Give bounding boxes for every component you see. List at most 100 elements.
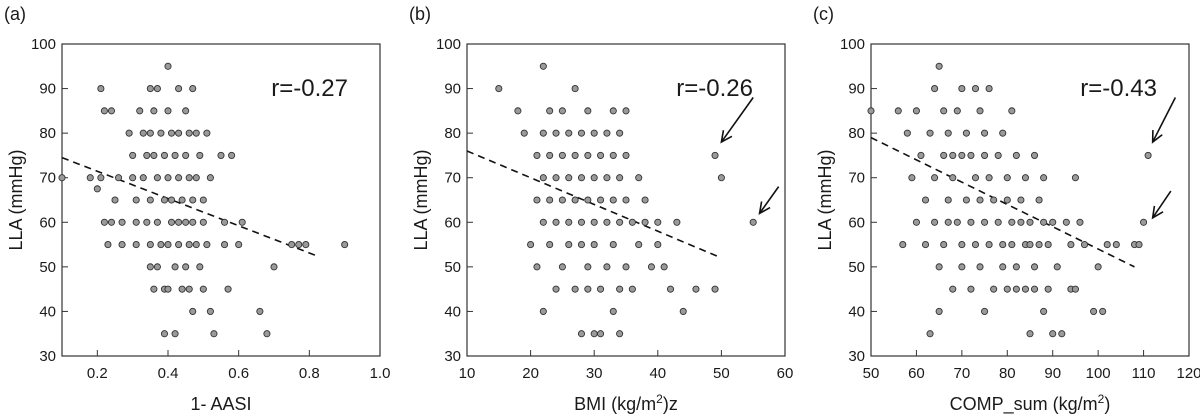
data-point [143, 218, 151, 226]
x-tick-label: 0.2 [87, 365, 108, 382]
data-point [539, 62, 547, 70]
x-tick-label: 0.8 [299, 365, 320, 382]
data-point [940, 241, 948, 249]
data-point [164, 241, 172, 249]
data-point [189, 196, 197, 204]
data-point [256, 307, 264, 315]
data-point [967, 218, 975, 226]
data-point [584, 151, 592, 159]
data-point [189, 218, 197, 226]
data-point [203, 241, 211, 249]
data-point [100, 107, 108, 115]
data-point [1026, 241, 1034, 249]
y-tick-label: 80 [39, 125, 56, 142]
data-point [609, 307, 617, 315]
data-point [104, 241, 112, 249]
data-point [1144, 151, 1152, 159]
data-point [958, 241, 966, 249]
data-point [616, 218, 624, 226]
x-axis-label-superscript: 2 [1098, 392, 1105, 406]
data-point [192, 174, 200, 182]
data-point [224, 285, 232, 293]
x-tick-label: 40 [649, 365, 666, 382]
y-tick-label: 90 [39, 81, 56, 98]
data-point [609, 151, 617, 159]
x-tick-label: 0.4 [158, 365, 179, 382]
data-point [1030, 263, 1039, 271]
data-point [160, 151, 169, 159]
data-point [641, 218, 649, 226]
data-point [584, 263, 592, 271]
data-point [118, 241, 126, 249]
y-tick-label: 90 [848, 81, 865, 98]
data-point [1017, 196, 1025, 204]
data-point [912, 218, 920, 226]
data-point [616, 129, 624, 137]
data-point [146, 196, 154, 204]
data-point [590, 330, 598, 338]
data-point [171, 151, 179, 159]
data-point [1049, 330, 1057, 338]
y-tick-label: 40 [848, 303, 865, 320]
data-point [150, 285, 158, 293]
data-point [1080, 241, 1089, 249]
data-point [953, 218, 961, 226]
data-point [182, 263, 190, 271]
data-point [210, 330, 218, 338]
data-point [97, 174, 105, 182]
data-point [192, 241, 200, 249]
correlation-annotation: r=-0.43 [1080, 75, 1157, 102]
data-point [520, 129, 528, 137]
data-point [1008, 218, 1016, 226]
data-point [527, 241, 535, 249]
data-point [139, 129, 147, 137]
trend-line [466, 150, 722, 259]
data-point [552, 285, 560, 293]
data-point [1071, 285, 1079, 293]
data-point [146, 129, 154, 137]
data-point [1003, 174, 1011, 182]
data-point [107, 107, 116, 115]
data-point [953, 107, 961, 115]
data-point [97, 85, 105, 93]
data-point [1026, 218, 1034, 226]
data-point [976, 196, 984, 204]
data-point [899, 241, 907, 249]
data-point [894, 107, 902, 115]
data-point [990, 285, 998, 293]
data-point [908, 174, 916, 182]
data-point [100, 218, 108, 226]
data-point [192, 129, 200, 137]
y-tick-label: 60 [444, 214, 461, 231]
data-point [1049, 218, 1057, 226]
data-point [622, 196, 630, 204]
x-axis-label-part: BMI (kg/m [574, 394, 656, 414]
data-point [590, 218, 598, 226]
data-point [206, 174, 214, 182]
x-tick-label: 0.6 [228, 365, 249, 382]
data-point [647, 263, 655, 271]
data-point [1071, 174, 1079, 182]
data-point [160, 196, 169, 204]
data-point [533, 196, 541, 204]
data-point [1003, 285, 1011, 293]
x-tick-label: 50 [713, 365, 730, 382]
data-point [577, 218, 586, 226]
correlation-annotation: r=-0.26 [676, 75, 753, 102]
y-tick-label: 30 [444, 348, 461, 365]
data-point [175, 174, 183, 182]
data-point [1008, 241, 1016, 249]
y-tick-label: 60 [848, 214, 865, 231]
data-point [999, 129, 1007, 137]
data-point [220, 218, 229, 226]
data-point [935, 307, 943, 315]
data-point [628, 285, 636, 293]
data-point [129, 151, 137, 159]
data-point [153, 263, 161, 271]
data-point [189, 307, 197, 315]
data-point [153, 218, 161, 226]
correlation-annotation: r=-0.27 [271, 75, 348, 102]
y-tick-label: 70 [39, 170, 56, 187]
data-point [558, 107, 566, 115]
